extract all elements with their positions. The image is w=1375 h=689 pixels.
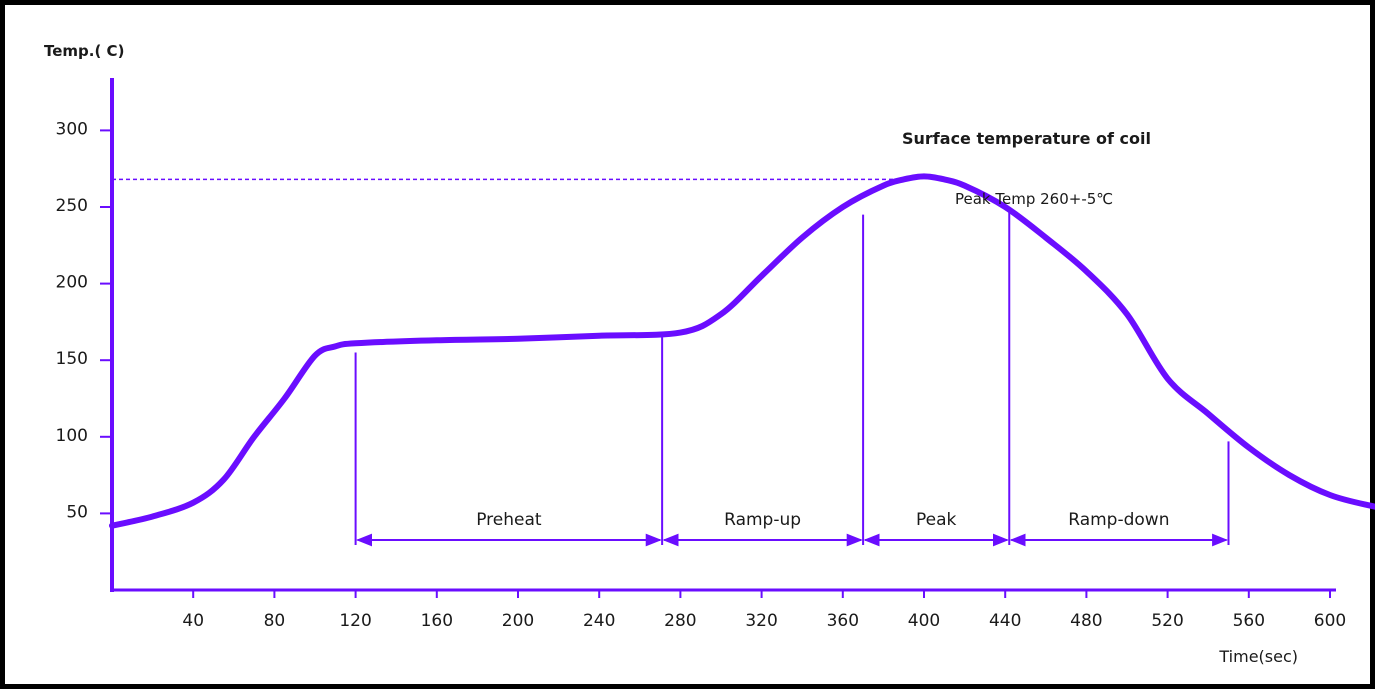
x-tick-label: 240	[583, 611, 615, 631]
x-tick-label: 600	[1314, 611, 1346, 631]
surface-temperature-line	[109, 173, 1375, 529]
x-tick-label: 520	[1151, 611, 1183, 631]
x-tick-label: 400	[908, 611, 940, 631]
phase-label: Preheat	[476, 510, 542, 530]
x-tick-label: 160	[421, 611, 453, 631]
y-tick-label: 300	[56, 119, 88, 139]
x-tick-label: 320	[745, 611, 777, 631]
x-axis-label: Time(sec)	[1218, 647, 1298, 666]
x-tick-label: 120	[339, 611, 371, 631]
y-tick-label: 50	[66, 502, 88, 522]
x-tick-label: 80	[264, 611, 286, 631]
x-tick-label: 480	[1070, 611, 1102, 631]
x-tick-label: 280	[664, 611, 696, 631]
x-tick-label: 440	[989, 611, 1021, 631]
phase-label: Peak	[916, 510, 957, 530]
x-tick-label: 560	[1233, 611, 1265, 631]
x-tick-label: 200	[502, 611, 534, 631]
axes: 50 100 150 200 250 300 40 80 120 160 200 240 280 320 3…	[56, 78, 1346, 631]
y-tick-label: 250	[56, 196, 88, 216]
phase-label: Ramp-up	[724, 510, 801, 530]
y-tick-label: 100	[56, 426, 88, 446]
chart-title: Surface temperature of coil	[902, 129, 1151, 148]
phase-label: Ramp-down	[1068, 510, 1169, 530]
series-layer	[109, 173, 1375, 529]
y-tick-label: 150	[56, 349, 88, 369]
x-tick-label: 40	[182, 611, 204, 631]
y-axis-label: Temp.( C)	[44, 42, 124, 60]
y-tick-label: 200	[56, 273, 88, 293]
peak-temp-annotation: Peak Temp 260+-5℃	[955, 190, 1113, 208]
phase-annotations: Preheat Ramp-up Peak Ramp-down	[354, 207, 1230, 547]
x-tick-label: 360	[827, 611, 859, 631]
